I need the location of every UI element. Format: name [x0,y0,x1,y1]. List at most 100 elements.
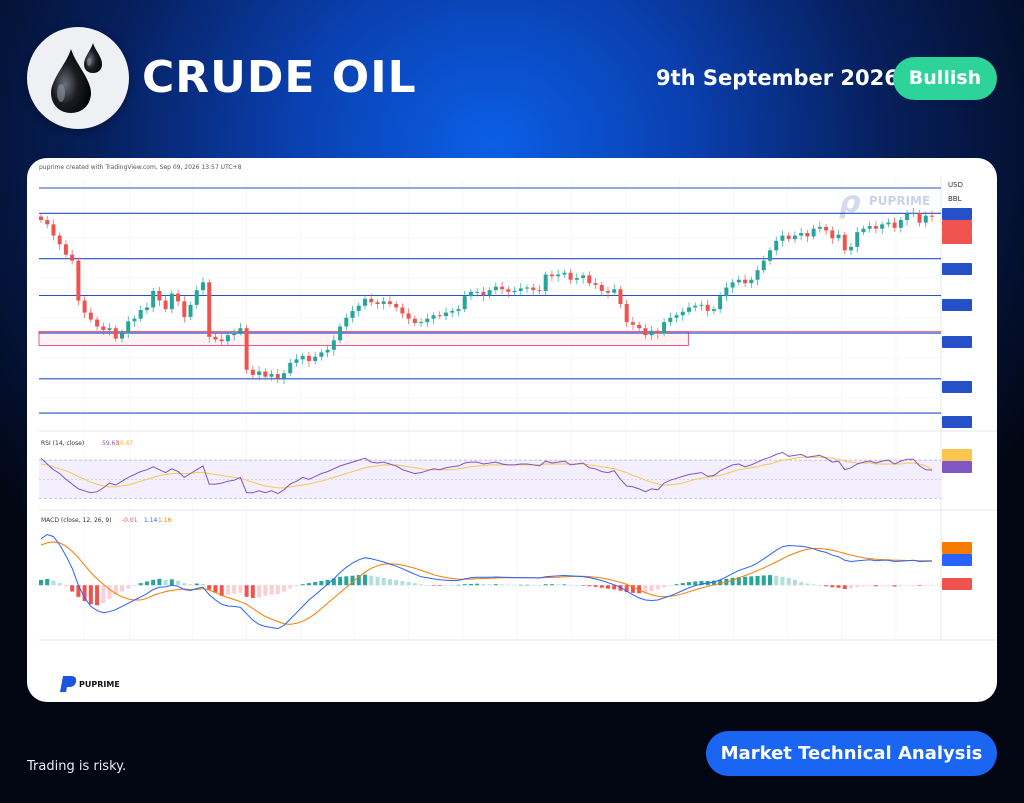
macd-histogram-bar [923,585,928,586]
candle-body [394,303,399,308]
macd-histogram-bar [219,585,224,596]
macd-histogram-bar [338,576,343,586]
candle-body [144,307,149,311]
macd-histogram-bar [419,584,424,586]
macd-value-bg [942,542,972,554]
candle-body [923,215,928,223]
macd-histogram-bar [406,582,411,586]
macd-histogram-bar [649,585,654,592]
macd-histogram-bar [886,585,891,586]
price-label-bg [942,381,972,393]
candle-body [761,260,766,271]
rsi-panel: RSI (14, close) 59.63 60.47 [39,440,972,499]
market-analysis-button[interactable]: Market Technical Analysis [706,731,997,776]
macd-histogram-bar [674,584,679,586]
macd-line-legend-value: 1.14 [144,517,158,524]
macd-histogram-bar [718,579,723,586]
candle-body [120,333,124,339]
price-label-bg [942,299,972,311]
macd-histogram-bar [873,585,878,587]
price-label-bg [942,336,972,348]
chart-card: puprime created with TradingView.com, Se… [27,158,997,702]
candle-body [531,287,536,291]
macd-histogram-bar [107,585,112,599]
candle-body [419,322,424,324]
macd-histogram-bar [830,585,835,588]
candle-body [693,305,698,308]
macd-histogram-bar [313,582,318,586]
macd-histogram-bar [176,580,181,586]
macd-histogram-bar [188,584,193,586]
macd-histogram-bar [356,575,361,586]
candle-body [468,291,473,297]
macd-histogram-bar [786,577,791,586]
candle-body [662,322,667,334]
macd-histogram-bar [693,581,698,586]
macd-histogram-bar [562,584,567,586]
candle-body [724,287,729,297]
candle-body [344,317,349,327]
candle-body [387,301,392,304]
brand-name: PUPRIME [79,680,120,689]
support-zone [38,331,941,347]
macd-histogram-bar [113,585,118,595]
macd-histogram-bar [182,583,187,586]
macd-histogram-bar [282,585,286,592]
macd-histogram-bar [275,585,280,595]
macd-histogram-bar [917,585,922,586]
candle-body [525,287,529,289]
macd-histogram-bar [306,583,311,586]
macd-histogram-bar [468,583,473,586]
macd-histogram-bar [930,585,934,586]
candle-body [886,222,891,225]
candle-body [225,335,230,342]
macd-histogram-bar [169,579,174,586]
candle-body [51,224,56,236]
candle-body [232,332,237,336]
candle-body [792,235,797,240]
macd-histogram-bar [475,583,480,586]
macd-histogram-bar [849,585,853,589]
candle-body [313,356,318,362]
macd-histogram-bar [238,585,243,593]
candle-body [331,340,336,350]
macd-histogram-bar [599,585,604,588]
macd-histogram-bar [431,585,436,586]
macd-histogram-bar [549,584,554,586]
macd-histogram-bar [437,585,442,586]
macd-histogram-bar [867,585,872,586]
candle-body [76,260,81,301]
candle-body [518,288,523,291]
macd-histogram-bar [556,584,561,586]
macd-histogram-bar [163,579,168,586]
candle-body [618,289,623,304]
candle-body [88,312,93,320]
macd-histogram-bar [780,576,785,586]
candle-body [705,304,710,311]
macd-histogram-bar [207,585,212,590]
candle-body [113,328,118,339]
candle-body [263,371,268,377]
candle-body [774,240,779,251]
candle-body [574,278,579,280]
macd-histogram-bar [82,585,87,602]
candle-body [861,228,866,233]
macd-histogram-bar [138,583,143,586]
macd-histogram-bar [711,580,716,586]
axis-unit: BBL [948,195,962,203]
candle-body [855,232,860,247]
candle-body [95,319,100,327]
candle-body [736,279,741,283]
candle-body [799,233,804,236]
candle-body [431,315,436,319]
macd-histogram-bar [425,585,430,586]
grid [39,176,997,641]
candle-body [450,310,455,313]
candle-body [842,234,847,251]
macd-histogram-bar [905,585,910,586]
macd-histogram-bar [574,585,579,586]
candle-body [169,293,174,310]
candle-body [786,235,791,240]
candle-body [319,352,324,357]
macd-histogram-bar [70,585,75,592]
